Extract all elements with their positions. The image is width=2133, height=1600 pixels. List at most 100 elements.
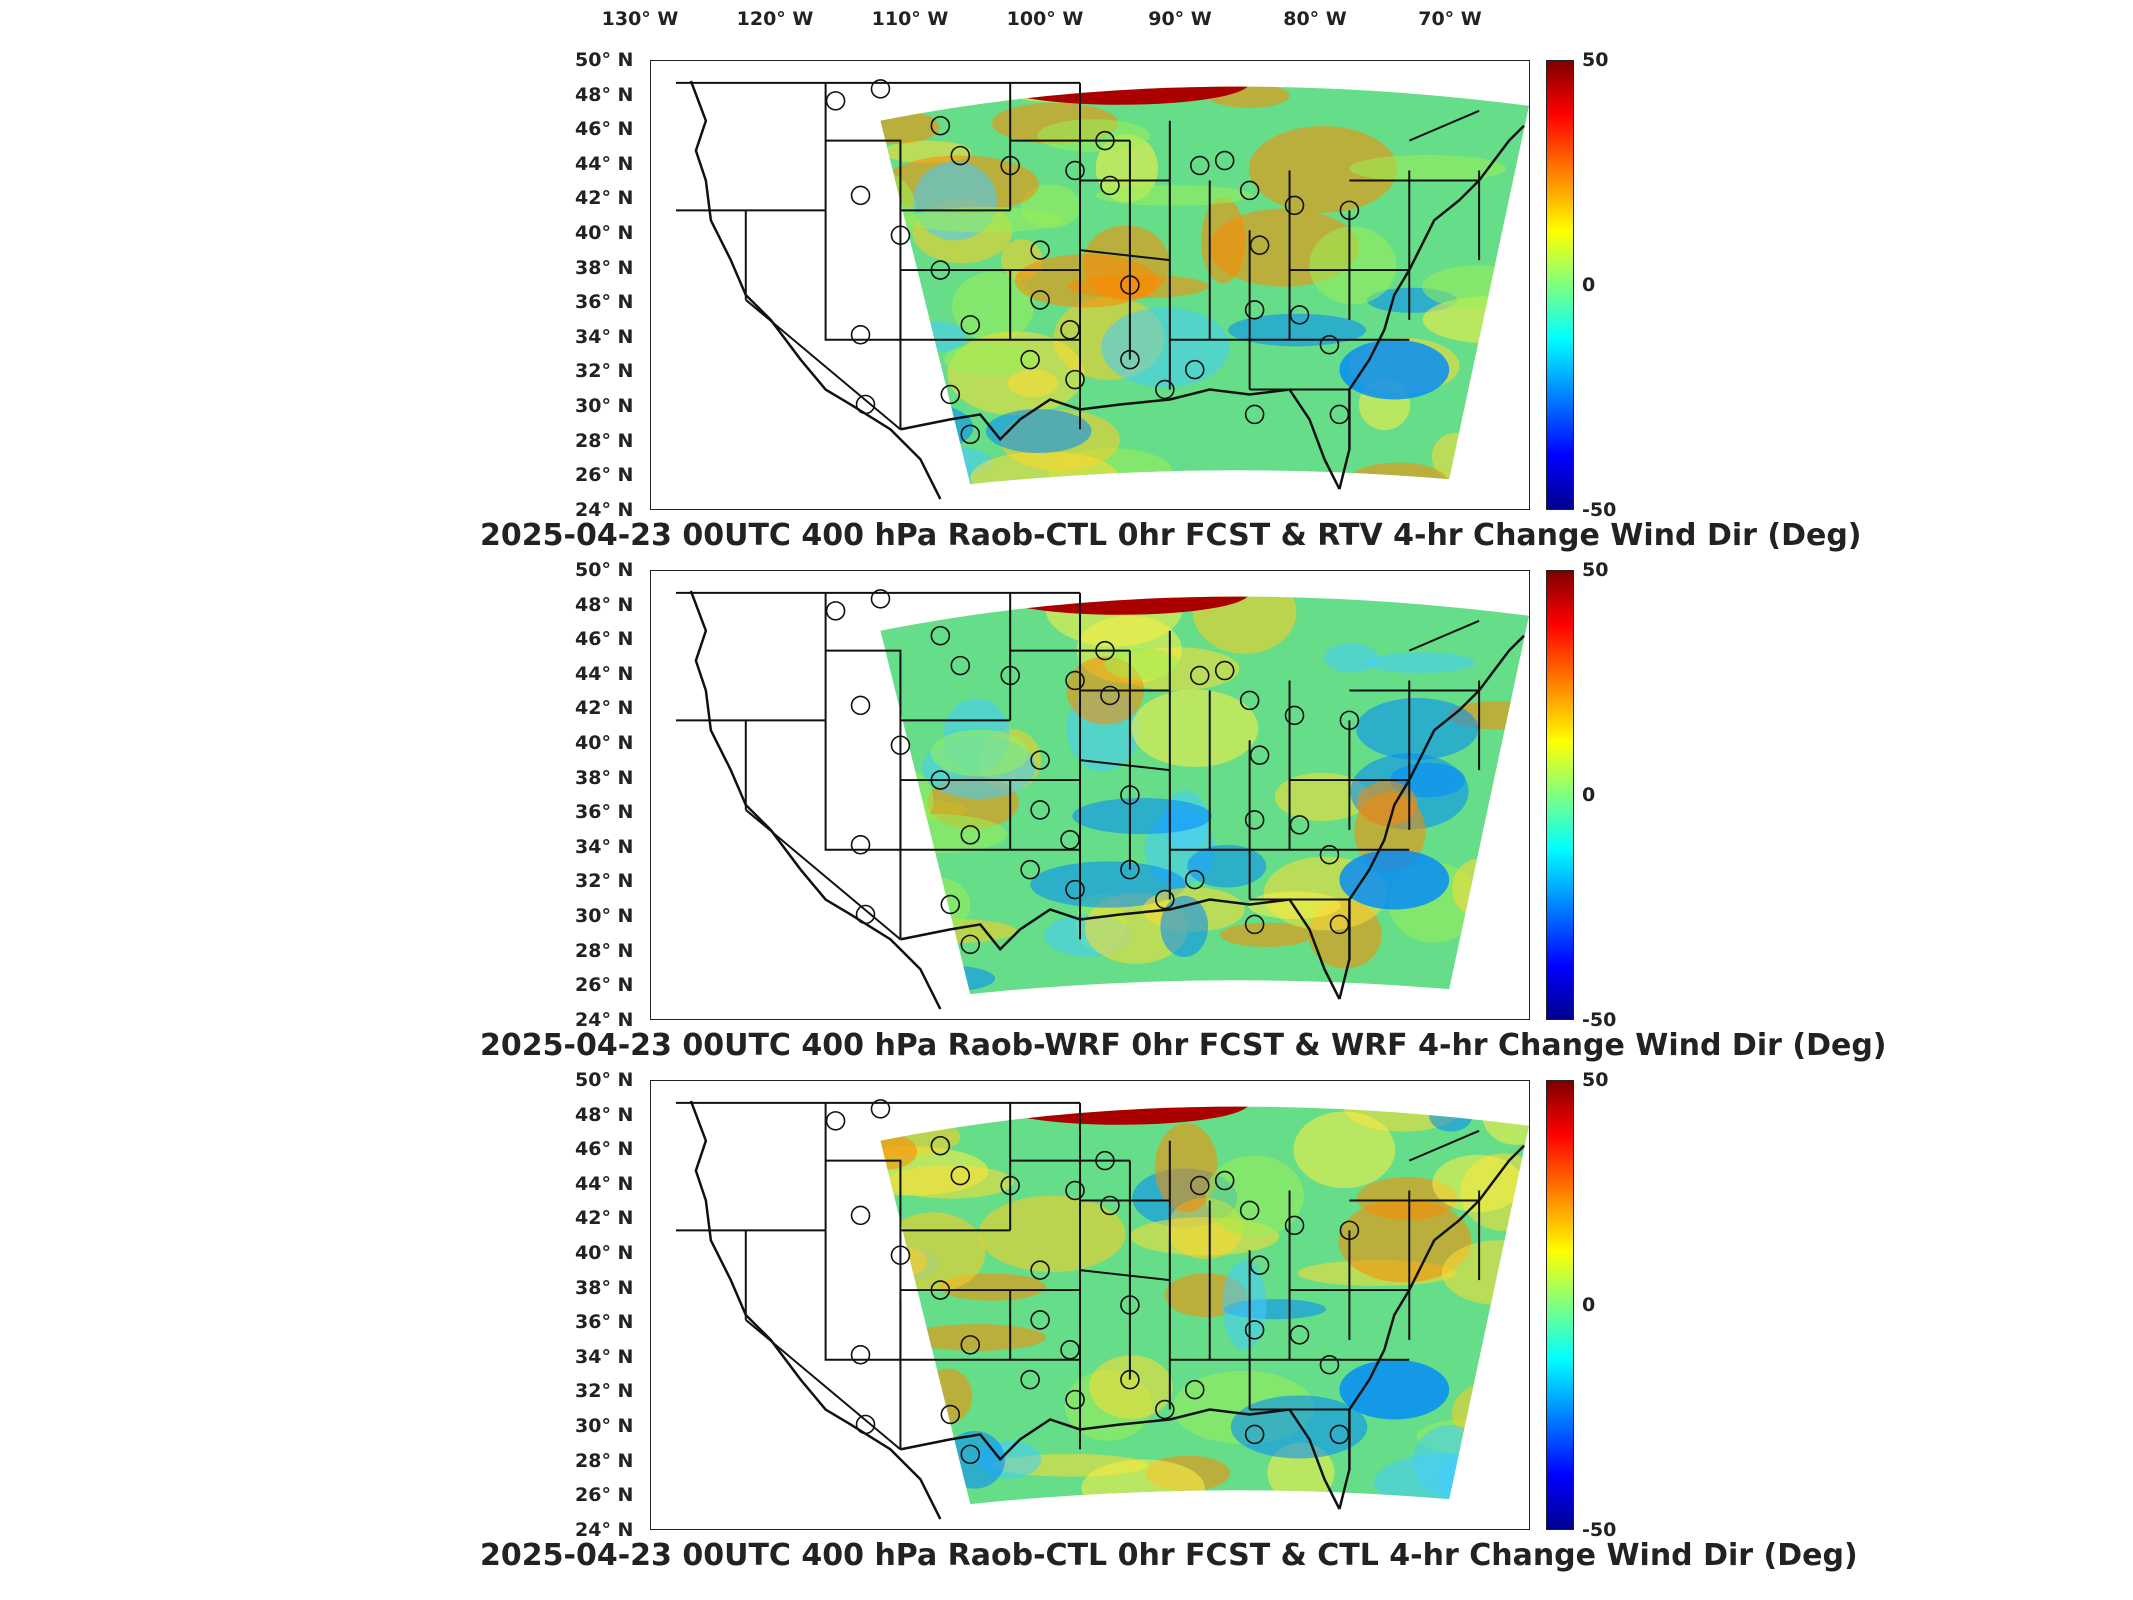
raob-station-marker bbox=[940, 384, 961, 405]
raob-station-marker bbox=[1065, 160, 1085, 181]
raob-station-marker bbox=[1065, 879, 1085, 900]
latitude-label: 50° N bbox=[575, 559, 634, 581]
raob-station-marker bbox=[1214, 660, 1235, 681]
raob-station-marker bbox=[1020, 349, 1040, 370]
colorbar-tick-label: 0 bbox=[1582, 274, 1596, 296]
raob-station-marker bbox=[930, 1280, 951, 1300]
raob-station-marker bbox=[890, 1245, 911, 1265]
raob-station-marker bbox=[1000, 155, 1020, 176]
raob-station-marker bbox=[1030, 800, 1050, 820]
field-anomaly bbox=[1348, 462, 1448, 485]
raob-station-marker bbox=[960, 315, 981, 335]
raob-station-marker bbox=[1120, 785, 1140, 805]
raob-station-marker bbox=[940, 894, 961, 915]
field-anomaly bbox=[881, 1212, 986, 1293]
field-anomaly bbox=[978, 1195, 1126, 1273]
colorbar-tick-label: -50 bbox=[1582, 499, 1617, 521]
colorbar-tick-label: 50 bbox=[1582, 1069, 1609, 1091]
raob-station-marker bbox=[1289, 305, 1310, 325]
field-anomaly bbox=[880, 399, 922, 478]
latitude-label: 36° N bbox=[575, 801, 634, 824]
raob-station-marker bbox=[850, 1205, 871, 1226]
latitude-label: 26° N bbox=[575, 464, 634, 487]
raob-station-marker bbox=[825, 91, 846, 111]
field-anomaly bbox=[1339, 339, 1450, 400]
longitude-label: 70° W bbox=[1418, 8, 1482, 30]
field-anomaly bbox=[880, 858, 934, 927]
raob-station-marker bbox=[1000, 1175, 1020, 1196]
raob-station-marker bbox=[1184, 1379, 1205, 1400]
latitude-label: 50° N bbox=[575, 1069, 634, 1091]
latitude-label: 26° N bbox=[575, 1484, 634, 1507]
field-anomaly bbox=[1095, 134, 1158, 203]
raob-station-marker bbox=[870, 79, 891, 99]
latitude-label: 40° N bbox=[575, 1242, 634, 1264]
raob-station-marker bbox=[850, 1345, 871, 1365]
raob-station-marker bbox=[940, 1404, 961, 1425]
field-anomaly bbox=[880, 967, 963, 988]
raob-station-marker bbox=[1020, 859, 1040, 880]
map-plot-area bbox=[650, 60, 1530, 510]
state-boundary bbox=[824, 210, 901, 341]
latitude-label: 28° N bbox=[575, 939, 634, 962]
latitude-label: 40° N bbox=[575, 732, 634, 754]
latitude-label: 30° N bbox=[575, 905, 634, 927]
latitude-label: 38° N bbox=[575, 766, 634, 789]
field-anomaly bbox=[1429, 1106, 1473, 1132]
raob-station-marker bbox=[1030, 240, 1050, 260]
raob-station-marker bbox=[1214, 150, 1235, 171]
field-anomaly bbox=[912, 321, 967, 352]
colorbar-tick-label: 0 bbox=[1582, 784, 1596, 806]
state-boundary bbox=[1408, 1129, 1480, 1162]
latitude-label: 30° N bbox=[575, 395, 634, 417]
raob-station-marker bbox=[950, 145, 971, 166]
raob-station-marker bbox=[1184, 869, 1205, 890]
raob-station-marker bbox=[1339, 710, 1360, 731]
field-anomaly bbox=[1338, 1199, 1472, 1283]
raob-station-marker bbox=[850, 835, 871, 855]
field-anomaly bbox=[1324, 643, 1379, 673]
field-anomaly bbox=[970, 451, 1120, 485]
latitude-label: 24° N bbox=[575, 1008, 634, 1031]
field-anomaly bbox=[1274, 772, 1370, 821]
raob-station-marker bbox=[1329, 1424, 1350, 1445]
field-anomaly bbox=[1366, 652, 1476, 674]
field-anomaly bbox=[1293, 1111, 1396, 1189]
raob-station-marker bbox=[1249, 1255, 1270, 1275]
map-panel-1: 50° N 48° N 46° N 44° N 42° N 40° N 38° N 36° N… bbox=[480, 49, 1862, 570]
map-panel-3: 50° N 48° N 46° N 44° N 42° N 40° N 38° N 36° N… bbox=[480, 1069, 1858, 1590]
raob-station-marker bbox=[855, 394, 876, 415]
latitude-label: 34° N bbox=[575, 1345, 634, 1368]
raob-station-marker bbox=[1030, 290, 1050, 310]
raob-station-marker bbox=[950, 655, 971, 676]
longitude-label: 110° W bbox=[871, 8, 949, 30]
raob-station-marker bbox=[1095, 640, 1115, 661]
raob-station-marker bbox=[1244, 914, 1265, 935]
coastline bbox=[689, 590, 1525, 1010]
field-anomaly bbox=[951, 271, 1035, 342]
field-anomaly bbox=[1187, 844, 1267, 888]
colorbar-tick-label: -50 bbox=[1582, 1009, 1617, 1031]
raob-station-marker bbox=[890, 735, 911, 755]
raob-station-marker bbox=[1244, 300, 1265, 320]
raob-station-marker bbox=[1120, 1369, 1140, 1390]
field-anomaly bbox=[943, 343, 1037, 376]
field-anomaly bbox=[1072, 797, 1212, 835]
raob-station-marker bbox=[1284, 705, 1305, 726]
raob-station-marker bbox=[930, 625, 951, 646]
longitude-label: 100° W bbox=[1006, 8, 1084, 30]
field-anomaly bbox=[1222, 1260, 1267, 1350]
field-anomaly bbox=[1339, 849, 1450, 910]
raob-station-marker bbox=[1120, 859, 1140, 880]
latitude-label: 24° N bbox=[575, 1518, 634, 1541]
raob-station-marker bbox=[1284, 1215, 1305, 1236]
field-anomaly bbox=[1160, 895, 1209, 958]
longitude-label: 130° W bbox=[601, 8, 679, 30]
latitude-label: 32° N bbox=[575, 360, 634, 383]
field-anomaly bbox=[1339, 1359, 1450, 1420]
field-anomaly bbox=[880, 814, 1008, 854]
coastline bbox=[689, 80, 1525, 500]
state-boundary bbox=[825, 1159, 902, 1360]
colorbar-tick-label: 0 bbox=[1582, 1294, 1596, 1316]
